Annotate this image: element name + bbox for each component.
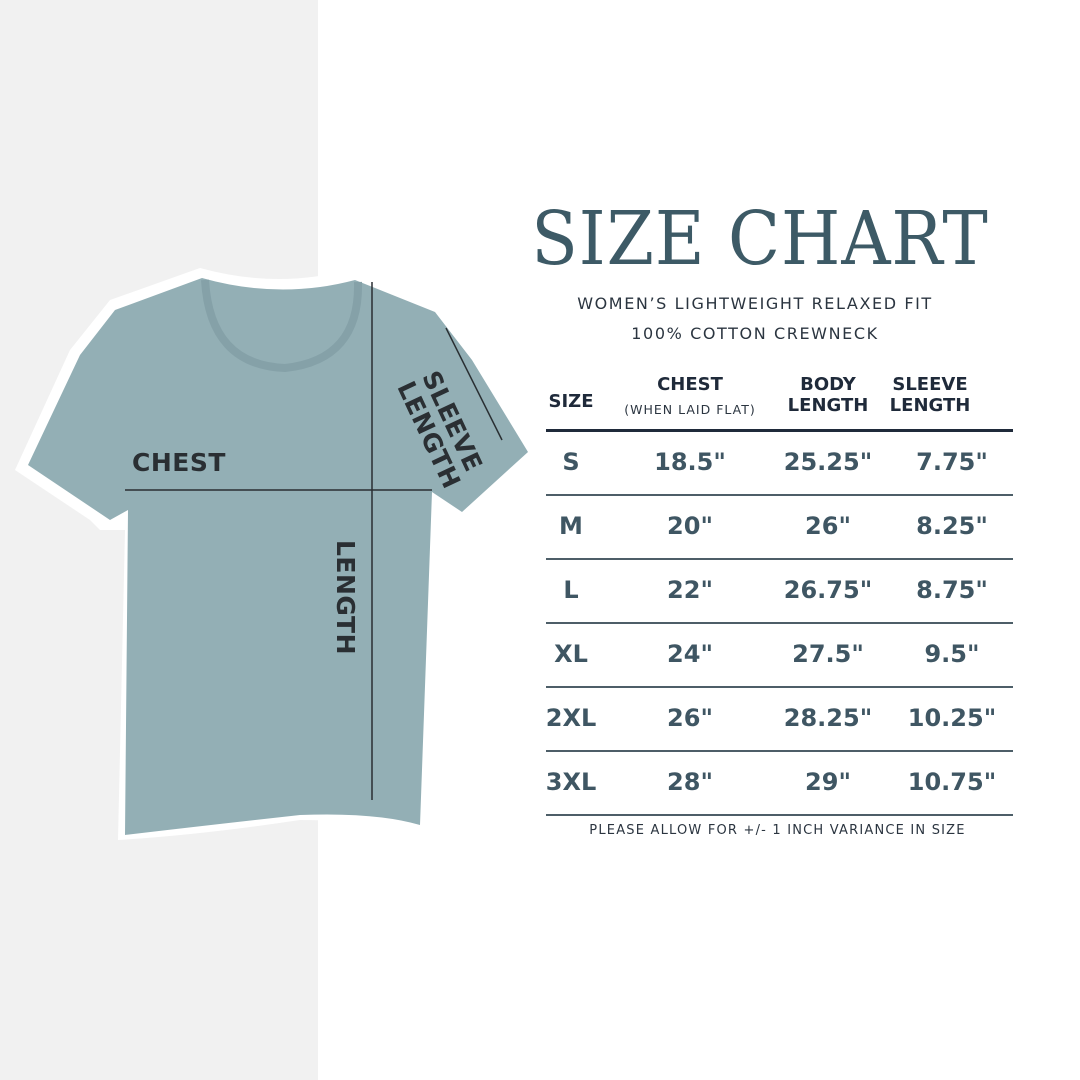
header-size: SIZE bbox=[548, 391, 594, 412]
cell-chest: 18.5" bbox=[654, 448, 726, 476]
header-sleeve-length: SLEEVE LENGTH bbox=[870, 374, 990, 416]
header-chest-label: CHEST bbox=[657, 374, 723, 395]
row-divider bbox=[546, 750, 1013, 752]
cell-chest: 22" bbox=[667, 576, 713, 604]
header-chest: CHEST (WHEN LAID FLAT) bbox=[600, 374, 780, 420]
length-label: LENGTH bbox=[331, 540, 360, 655]
cell-sleeve: 9.5" bbox=[924, 640, 980, 668]
cell-body: 29" bbox=[805, 768, 851, 796]
cell-chest: 26" bbox=[667, 704, 713, 732]
row-divider bbox=[546, 622, 1013, 624]
tshirt-body bbox=[28, 278, 528, 835]
header-body-line1: BODY bbox=[800, 374, 856, 395]
tshirt-diagram bbox=[15, 268, 540, 840]
tshirt-collar bbox=[201, 279, 363, 373]
cell-sleeve: 10.25" bbox=[907, 704, 997, 732]
row-divider bbox=[546, 494, 1013, 496]
cell-chest: 20" bbox=[667, 512, 713, 540]
page-title: SIZE CHART bbox=[531, 196, 989, 282]
row-divider bbox=[546, 814, 1013, 816]
cell-size: 2XL bbox=[545, 704, 597, 732]
cell-size: L bbox=[563, 576, 579, 604]
cell-sleeve: 10.75" bbox=[907, 768, 997, 796]
header-chest-note: (WHEN LAID FLAT) bbox=[624, 402, 756, 417]
header-sleeve-line2: LENGTH bbox=[889, 395, 971, 416]
chest-label: CHEST bbox=[132, 448, 226, 477]
cell-body: 26.75" bbox=[783, 576, 873, 604]
subtitle-line1: WOMEN’S LIGHTWEIGHT RELAXED FIT bbox=[577, 294, 933, 313]
cell-size: S bbox=[562, 448, 580, 476]
header-divider bbox=[546, 429, 1013, 432]
cell-body: 26" bbox=[805, 512, 851, 540]
cell-sleeve: 8.25" bbox=[916, 512, 988, 540]
cell-chest: 24" bbox=[667, 640, 713, 668]
cell-size: XL bbox=[554, 640, 588, 668]
subtitle-line2: 100% COTTON CREWNECK bbox=[631, 324, 879, 343]
row-divider bbox=[546, 686, 1013, 688]
cell-sleeve: 7.75" bbox=[916, 448, 988, 476]
variance-note: PLEASE ALLOW FOR +/- 1 INCH VARIANCE IN … bbox=[589, 823, 966, 838]
header-sleeve-line1: SLEEVE bbox=[892, 374, 968, 395]
cell-size: 3XL bbox=[545, 768, 597, 796]
cell-body: 27.5" bbox=[792, 640, 864, 668]
header-body-length: BODY LENGTH bbox=[768, 374, 888, 416]
row-divider bbox=[546, 558, 1013, 560]
cell-body: 25.25" bbox=[783, 448, 873, 476]
sleeve-measure-line bbox=[445, 327, 503, 441]
cell-sleeve: 8.75" bbox=[916, 576, 988, 604]
cell-body: 28.25" bbox=[783, 704, 873, 732]
cell-chest: 28" bbox=[667, 768, 713, 796]
header-body-line2: LENGTH bbox=[787, 395, 869, 416]
cell-size: M bbox=[559, 512, 583, 540]
